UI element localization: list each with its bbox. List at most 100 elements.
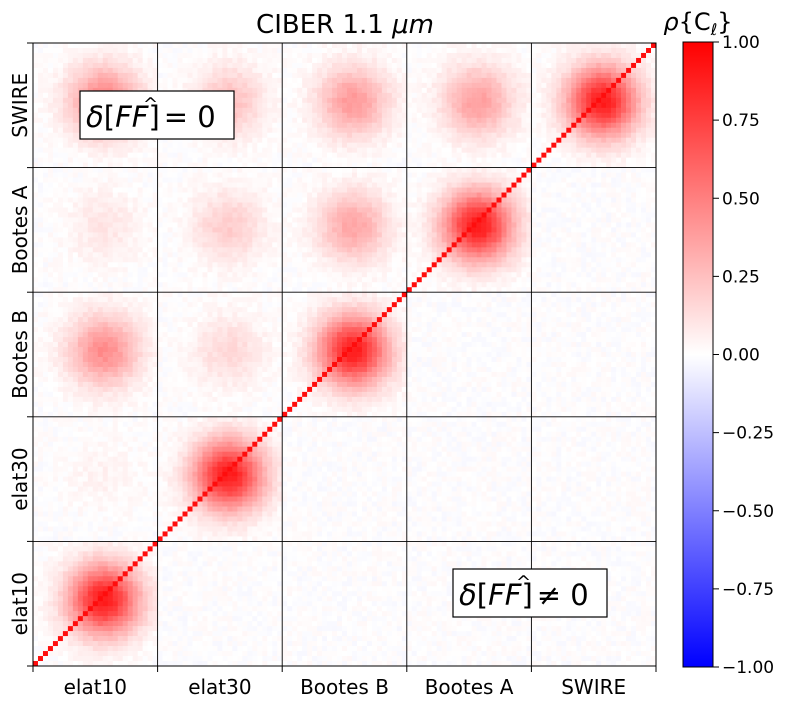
- heatmap-cell: [346, 72, 353, 79]
- heatmap-cell: [217, 152, 223, 158]
- heatmap-cell: [172, 157, 178, 163]
- heatmap-cell: [521, 117, 527, 124]
- heatmap-cell: [222, 47, 228, 54]
- heatmap-cell: [33, 77, 39, 84]
- heatmap-cell: [581, 212, 587, 218]
- heatmap-cell: [576, 167, 582, 173]
- heatmap-cell: [162, 52, 168, 59]
- heatmap-cell: [122, 157, 128, 163]
- heatmap-cell: [167, 177, 173, 183]
- heatmap-cell: [346, 107, 353, 114]
- heatmap-cell: [92, 217, 99, 223]
- heatmap-cell: [242, 187, 248, 193]
- heatmap-cell: [436, 122, 442, 129]
- heatmap-cell: [332, 57, 338, 64]
- heatmap-cell: [217, 227, 223, 233]
- heatmap-cell: [67, 62, 74, 69]
- heatmap-cell: [481, 132, 487, 138]
- heatmap-cell: [222, 57, 228, 64]
- heatmap-cell: [531, 82, 537, 89]
- heatmap-cell: [411, 132, 418, 138]
- heatmap-cell: [381, 67, 388, 74]
- heatmap-cell: [501, 167, 507, 173]
- heatmap-cell: [526, 72, 532, 79]
- heatmap-cell: [641, 162, 647, 168]
- heatmap-cell: [426, 57, 433, 64]
- heatmap-cell: [541, 67, 547, 74]
- heatmap-cell: [441, 187, 447, 193]
- heatmap-cell: [237, 192, 243, 198]
- heatmap-cell: [307, 72, 313, 79]
- heatmap-cell: [227, 197, 233, 203]
- heatmap-cell: [411, 147, 418, 153]
- heatmap-cell: [486, 122, 492, 129]
- heatmap-cell: [47, 87, 54, 94]
- heatmap-cell: [436, 102, 442, 109]
- heatmap-cell: [312, 122, 318, 129]
- heatmap-cell: [167, 202, 173, 208]
- heatmap-cell: [401, 147, 408, 153]
- heatmap-cell: [461, 77, 467, 84]
- heatmap-cell: [511, 232, 517, 238]
- heatmap-cell: [337, 77, 343, 84]
- heatmap-cell: [361, 237, 368, 243]
- heatmap-cell: [516, 87, 522, 94]
- heatmap-cell: [287, 172, 293, 178]
- heatmap-cell: [431, 132, 437, 138]
- heatmap-cell: [571, 212, 577, 218]
- heatmap-cell: [47, 157, 54, 163]
- heatmap-cell: [167, 162, 173, 168]
- heatmap-cell: [87, 142, 94, 148]
- heatmap-cell: [406, 152, 413, 158]
- heatmap-cell: [466, 52, 472, 59]
- heatmap-cell: [526, 127, 532, 134]
- heatmap-cell: [287, 147, 293, 153]
- heatmap-cell: [636, 52, 642, 59]
- heatmap-cell: [77, 167, 84, 173]
- heatmap-cell: [356, 167, 363, 173]
- heatmap-cell: [237, 52, 243, 59]
- heatmap-cell: [302, 47, 308, 54]
- heatmap-cell: [187, 197, 193, 203]
- heatmap-cell: [107, 77, 114, 84]
- heatmap-cell: [396, 172, 403, 178]
- heatmap-cell: [342, 52, 348, 59]
- heatmap-cell: [37, 167, 44, 173]
- heatmap-cell: [117, 167, 124, 173]
- heatmap-cell: [636, 82, 642, 89]
- heatmap-cell: [491, 197, 497, 203]
- heatmap-cell: [496, 97, 502, 104]
- heatmap-cell: [596, 222, 602, 228]
- heatmap-cell: [381, 52, 388, 59]
- heatmap-cell: [327, 197, 333, 203]
- heatmap-cell: [287, 197, 293, 203]
- heatmap-cell: [406, 157, 413, 163]
- heatmap-cell: [317, 127, 323, 134]
- heatmap-cell: [611, 117, 617, 124]
- heatmap-cell: [416, 217, 423, 223]
- heatmap-cell: [317, 177, 323, 183]
- heatmap-cell: [302, 162, 308, 168]
- heatmap-cell: [566, 137, 572, 143]
- heatmap-cell: [376, 207, 383, 213]
- heatmap-cell: [546, 77, 552, 84]
- heatmap-cell: [87, 222, 94, 228]
- heatmap-cell: [466, 87, 472, 94]
- heatmap-cell: [172, 167, 178, 173]
- heatmap-cell: [157, 147, 163, 153]
- heatmap-cell: [491, 202, 497, 208]
- heatmap-cell: [436, 192, 442, 198]
- heatmap-cell: [282, 97, 288, 104]
- heatmap-cell: [586, 222, 592, 228]
- heatmap-cell: [312, 202, 318, 208]
- heatmap-cell: [536, 47, 542, 54]
- heatmap-cell: [466, 202, 472, 208]
- heatmap-cell: [626, 117, 632, 124]
- heatmap-cell: [491, 57, 497, 64]
- heatmap-cell: [257, 67, 263, 74]
- heatmap-cell: [506, 82, 512, 89]
- heatmap-cell: [601, 122, 607, 129]
- heatmap-cell: [272, 207, 278, 213]
- heatmap-cell: [217, 222, 223, 228]
- heatmap-cell: [426, 167, 433, 173]
